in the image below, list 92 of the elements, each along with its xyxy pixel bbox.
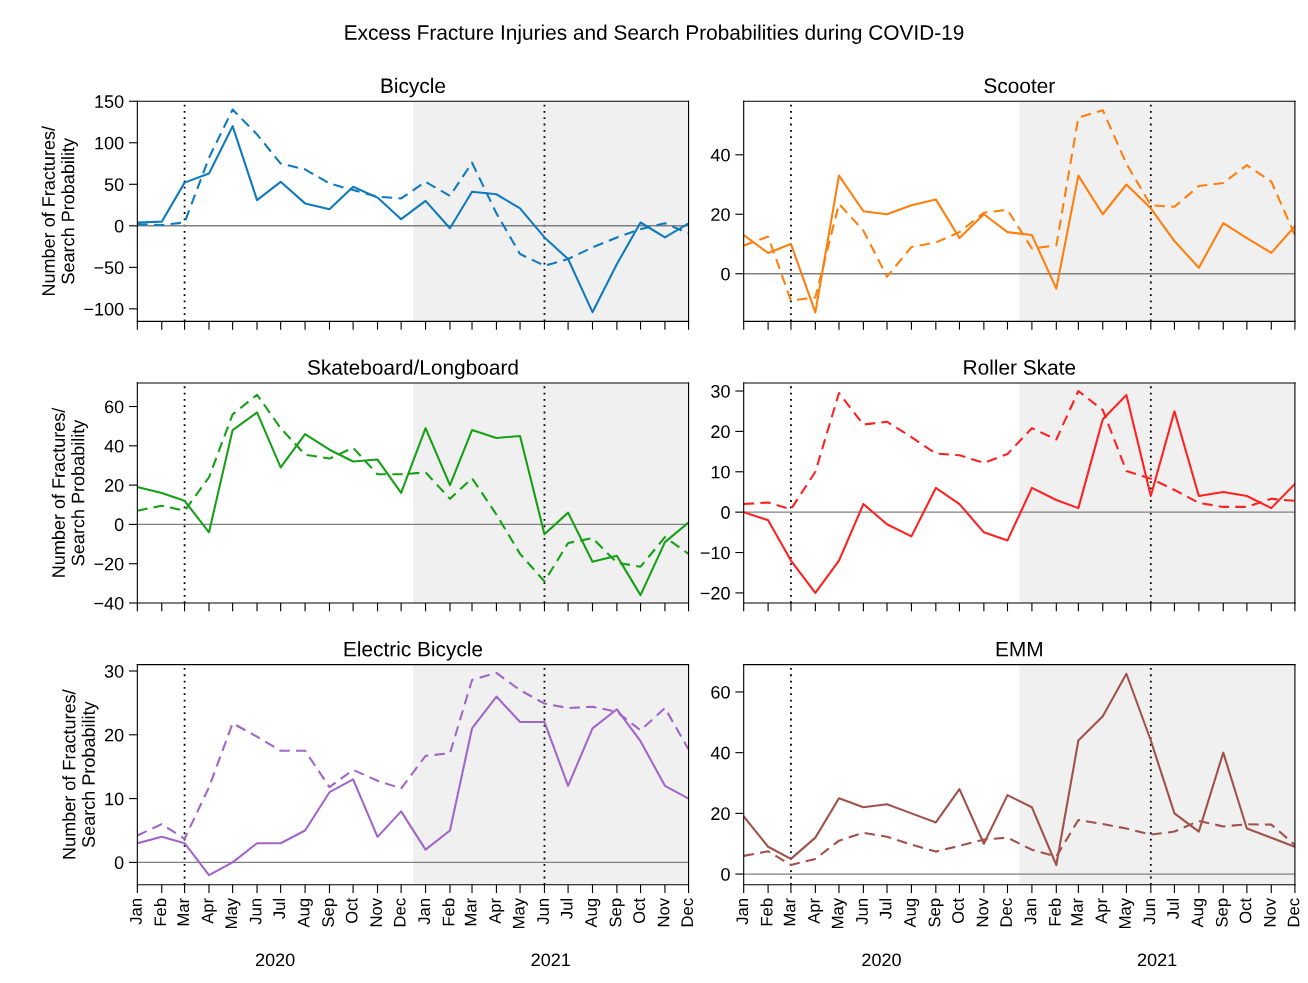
text: 2020 bbox=[255, 953, 295, 967]
y-tick-label: 20 bbox=[711, 807, 730, 821]
x-tick-label: Aug bbox=[1191, 898, 1207, 928]
chart-title: Skateboard/Longboard bbox=[307, 359, 518, 379]
x-tick-label: Nov bbox=[1264, 897, 1276, 927]
x-tick-label: Sep bbox=[609, 898, 625, 927]
y-tick-label: −20 bbox=[94, 557, 124, 571]
x-tick-label: Jun bbox=[1143, 898, 1156, 925]
x-tick-label: Feb bbox=[760, 898, 773, 926]
y-tick-label: 40 bbox=[710, 148, 730, 162]
x-tick-label: Apr bbox=[489, 898, 505, 924]
y-tick-label: 0 bbox=[114, 856, 124, 870]
chart-title: Scooter bbox=[984, 78, 1055, 94]
x-tick-label: Oct bbox=[952, 898, 964, 924]
text: Excess Fracture Injuries and Search Probabilities during COVID-19 bbox=[345, 24, 964, 44]
x-tick-label: Jan bbox=[130, 898, 142, 925]
text: 2021 bbox=[1137, 953, 1177, 967]
x-tick-label: Jul bbox=[879, 899, 892, 919]
x-tick-label: Aug bbox=[585, 898, 601, 928]
y-tick-label: 40 bbox=[710, 746, 730, 760]
x-tick-label: Mar bbox=[464, 898, 477, 926]
x-tick-label: Mar bbox=[177, 898, 190, 926]
y-tick-label: 10 bbox=[711, 465, 730, 479]
x-tick-label: Feb bbox=[153, 898, 167, 926]
x-tick-label: Oct bbox=[1239, 898, 1252, 924]
x-tick-label: Dec bbox=[1287, 898, 1300, 927]
x-tick-label: Nov bbox=[370, 897, 382, 927]
y-tick-label: 10 bbox=[105, 792, 124, 806]
x-tick-label: May bbox=[512, 897, 528, 929]
x-tick-label: Nov bbox=[976, 897, 989, 927]
y-tick-label: 20 bbox=[711, 425, 730, 439]
x-tick-label: Feb bbox=[1048, 898, 1061, 926]
chart-title: Roller Skate bbox=[964, 359, 1076, 375]
x-tick-label: Jan bbox=[736, 898, 749, 925]
x-tick-label: Jul bbox=[560, 899, 573, 919]
x-tick-label: Jan bbox=[418, 898, 431, 925]
x-tick-label: Oct bbox=[633, 898, 646, 924]
x-tick-label: May bbox=[1119, 897, 1135, 929]
y-axis-title: Number of Fractures/ Search Probability bbox=[41, 125, 78, 296]
y-tick-label: 30 bbox=[104, 664, 124, 678]
y-tick-label: 0 bbox=[114, 518, 124, 532]
chart-title: Bicycle bbox=[381, 77, 446, 98]
x-tick-label: Dec bbox=[393, 898, 406, 927]
text: 2021 bbox=[531, 953, 570, 967]
x-tick-label: Nov bbox=[657, 897, 670, 927]
x-tick-label: Sep bbox=[322, 898, 338, 927]
x-tick-label: Jun bbox=[249, 898, 262, 925]
x-tick-label: Oct bbox=[345, 898, 358, 924]
x-tick-label: Jun bbox=[537, 898, 549, 925]
x-tick-label: Jul bbox=[1166, 899, 1179, 919]
y-tick-label: −20 bbox=[700, 586, 730, 600]
x-tick-label: Apr bbox=[1095, 898, 1111, 924]
x-tick-label: Mar bbox=[783, 898, 796, 926]
y-tick-label: 30 bbox=[711, 384, 730, 398]
y-tick-label: −40 bbox=[94, 596, 124, 610]
y-tick-label: 20 bbox=[104, 728, 124, 742]
text: 2020 bbox=[862, 953, 901, 967]
x-tick-label: Apr bbox=[201, 898, 217, 924]
x-tick-label: May bbox=[831, 897, 847, 929]
chart-title: Electric Bicycle bbox=[344, 641, 483, 661]
y-tick-label: 0 bbox=[114, 219, 124, 233]
y-tick-label: 20 bbox=[711, 208, 730, 221]
y-tick-label: 60 bbox=[711, 685, 730, 699]
y-tick-label: 50 bbox=[104, 178, 124, 192]
y-axis-title: Number of Fractures/ Search Probability bbox=[51, 407, 88, 577]
x-tick-label: Apr bbox=[808, 898, 824, 924]
x-tick-label: Aug bbox=[297, 898, 313, 928]
x-tick-label: May bbox=[225, 897, 241, 929]
x-tick-label: Dec bbox=[681, 898, 694, 927]
y-tick-label: 0 bbox=[721, 868, 730, 881]
y-tick-label: 60 bbox=[104, 400, 124, 414]
x-tick-label: Dec bbox=[1000, 898, 1012, 927]
x-tick-label: Jun bbox=[856, 898, 868, 925]
y-tick-label: −10 bbox=[700, 546, 730, 560]
x-tick-label: Jan bbox=[1024, 898, 1037, 925]
y-tick-label: −100 bbox=[84, 302, 124, 316]
x-tick-label: Sep bbox=[1215, 898, 1232, 927]
x-tick-label: Jul bbox=[272, 899, 286, 919]
chart-title: EMM bbox=[996, 641, 1042, 657]
y-tick-label: 100 bbox=[95, 136, 124, 150]
y-axis-title: Number of Fractures/ Search Probability bbox=[62, 689, 99, 859]
y-tick-label: 20 bbox=[104, 479, 124, 492]
y-tick-label: −50 bbox=[94, 261, 124, 275]
x-tick-label: Feb bbox=[442, 898, 455, 926]
x-tick-label: Sep bbox=[928, 898, 944, 927]
y-tick-label: 0 bbox=[721, 506, 730, 519]
y-tick-label: 40 bbox=[104, 439, 124, 453]
x-tick-label: Aug bbox=[904, 898, 920, 928]
y-tick-label: 150 bbox=[95, 95, 124, 108]
line-series bbox=[743, 394, 1295, 594]
x-tick-label: Mar bbox=[1071, 898, 1083, 926]
y-tick-label: 0 bbox=[721, 267, 730, 281]
